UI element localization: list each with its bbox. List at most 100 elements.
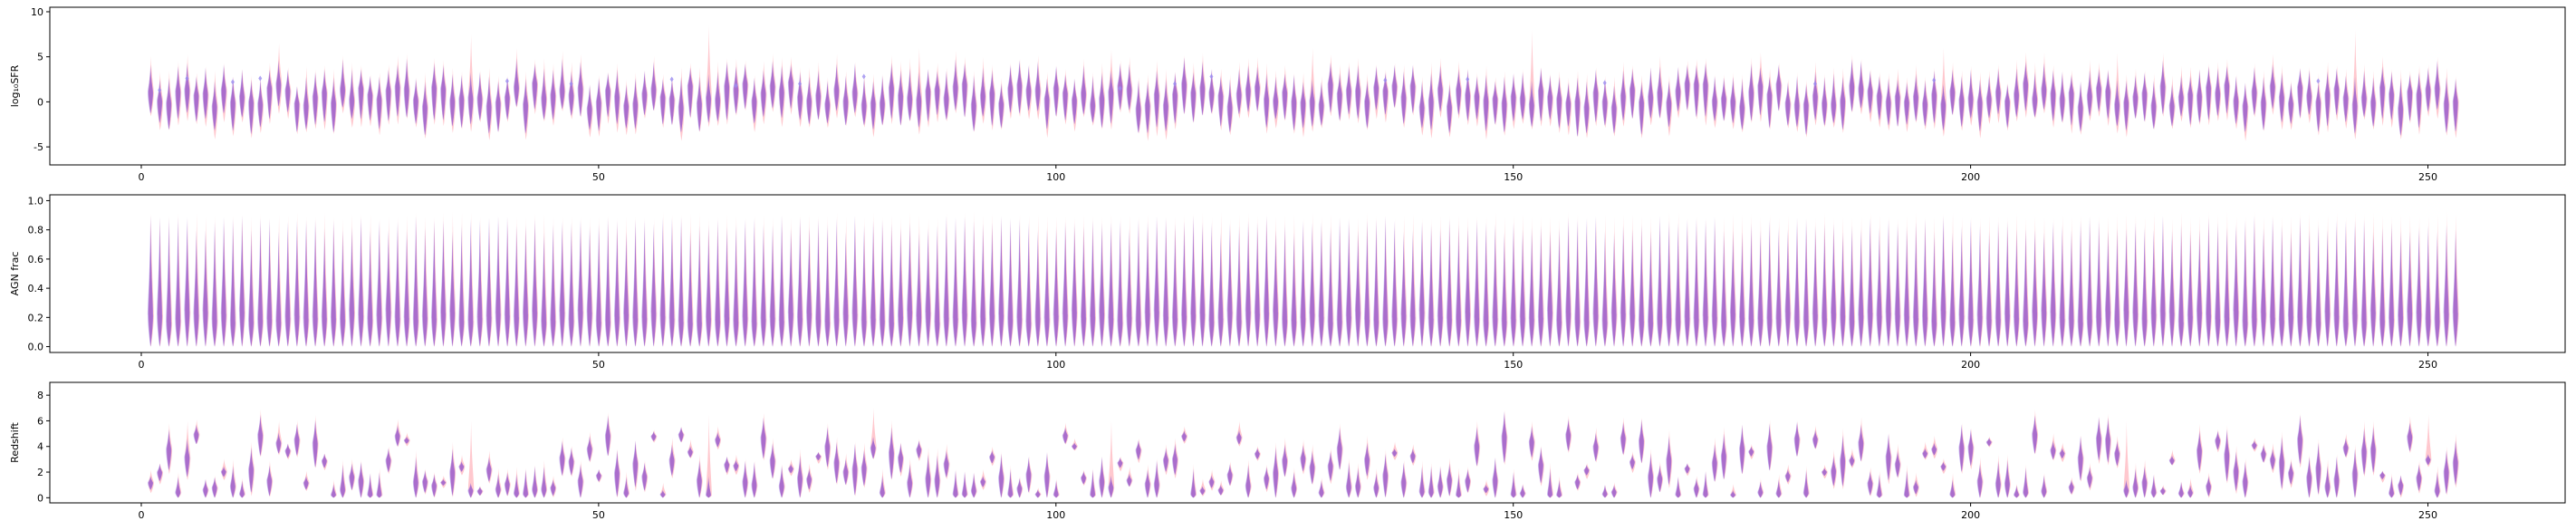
violin-0-244-overlap <box>2370 77 2376 127</box>
violin-1-44-overlap <box>542 232 547 347</box>
violin-0-32-overlap <box>432 63 437 121</box>
violin-1-177-overlap <box>1758 230 1764 347</box>
violin-0-233-overlap <box>2270 64 2275 110</box>
violin-2-8-overlap <box>212 477 217 498</box>
violin-0-236-overlap <box>2298 68 2302 119</box>
violin-1-121-overlap <box>1245 220 1251 347</box>
y-tick-label: 0.0 <box>28 342 44 353</box>
violin-0-67-overlap <box>752 77 757 124</box>
violin-1-202-overlap <box>1986 231 1992 347</box>
violin-1-242-overlap <box>2352 220 2358 347</box>
violin-1-7-overlap <box>203 229 208 347</box>
violin-0-218-overlap <box>2133 74 2139 119</box>
violin-1-125-overlap <box>1283 224 1287 347</box>
violin-2-47-overlap <box>569 448 574 476</box>
violin-2-161-overlap <box>1611 485 1617 498</box>
violin-2-245-overlap <box>2379 470 2385 479</box>
violin-1-60-overlap <box>687 231 693 347</box>
violin-1-5-overlap <box>185 217 190 347</box>
violin-0-133-overlap <box>1355 65 1360 120</box>
y-tick-label: 8 <box>37 390 43 401</box>
violin-1-224-overlap <box>2187 230 2193 347</box>
violin-1-172-overlap <box>1712 217 1717 347</box>
violin-2-173-overlap <box>1721 433 1726 480</box>
y-tick-label: 2 <box>37 467 43 478</box>
violin-1-229-overlap <box>2234 225 2239 347</box>
violin-2-102-overlap <box>1072 442 1077 450</box>
violin-1-18-overlap <box>303 219 309 347</box>
violin-0-118-overlap <box>1218 75 1224 127</box>
violin-0-150-overlap <box>1511 73 1516 122</box>
violin-2-176-overlap <box>1749 446 1754 457</box>
violin-1-213-overlap <box>2087 217 2092 347</box>
violin-2-106-overlap <box>1109 475 1114 498</box>
violin-0-146-overlap <box>1475 76 1480 121</box>
violin-2-214-overlap <box>2096 417 2101 461</box>
violin-0-27-overlap <box>386 69 391 121</box>
violin-0-69-overlap <box>770 61 775 109</box>
violin-0-122-overlap <box>1254 66 1260 111</box>
violin-2-123-overlap <box>1264 467 1269 490</box>
violin-0-161-overlap <box>1611 85 1617 134</box>
redshift-y-ticks: 0 2 4 6 8 <box>37 390 50 504</box>
violin-2-130-overlap <box>1328 450 1333 481</box>
violin-1-203-overlap <box>1995 221 2001 347</box>
violin-1-184-overlap <box>1821 224 1827 347</box>
marker-point-18 <box>2316 78 2321 84</box>
panel-agn-frac: 0 50 100 150 200 250 0.0 0.2 0.4 0.6 0.8 1.0 AGN f… <box>9 194 2566 371</box>
violin-0-98-overlap <box>1035 61 1041 111</box>
violin-2-15-overlap <box>276 432 282 454</box>
violin-0-184-overlap <box>1821 77 1827 126</box>
violin-1-243-overlap <box>2361 219 2367 347</box>
violin-2-24-overlap <box>359 461 364 498</box>
violin-1-40-overlap <box>505 217 510 347</box>
violin-0-112-overlap <box>1163 79 1168 131</box>
sfr-x-ticks: 0 50 100 150 200 250 <box>138 165 2437 183</box>
violin-1-186-overlap <box>1841 232 1845 347</box>
violin-1-34-overlap <box>450 231 456 347</box>
violin-1-165-overlap <box>1648 231 1653 347</box>
violin-0-166-overlap <box>1658 66 1662 119</box>
violin-2-6-overlap <box>194 425 199 445</box>
violin-2-62-a <box>706 414 712 498</box>
violin-0-3-overlap <box>167 78 171 130</box>
violin-1-210-overlap <box>2060 225 2065 347</box>
violin-1-216-overlap <box>2115 228 2119 347</box>
violin-0-139-overlap <box>1410 64 1416 113</box>
violin-2-205-overlap <box>2014 486 2019 498</box>
violin-0-13-overlap <box>258 78 263 128</box>
violin-1-20-overlap <box>322 228 327 347</box>
violin-2-31-overlap <box>422 470 428 494</box>
violin-1-159-overlap <box>1593 217 1599 347</box>
violin-1-194-overlap <box>1913 222 1918 347</box>
x-tick-label: 100 <box>1046 171 1065 183</box>
violin-2-79-overlap <box>861 449 867 487</box>
violin-1-241-overlap <box>2343 220 2349 347</box>
violin-1-107-overlap <box>1118 220 1123 347</box>
violin-1-205-overlap <box>2014 228 2019 347</box>
violin-0-12-overlap <box>249 79 254 134</box>
violin-2-84-overlap <box>908 464 912 498</box>
violin-0-42-overlap <box>524 78 528 134</box>
violin-1-79-overlap <box>861 225 867 347</box>
violin-0-84-overlap <box>908 68 912 121</box>
violin-1-99-overlap <box>1044 227 1050 347</box>
y-tick-label: 4 <box>37 441 43 453</box>
violin-1-61-overlap <box>697 225 702 347</box>
violin-0-211-overlap <box>2069 74 2074 126</box>
agn-axes-frame <box>49 194 2566 353</box>
violin-0-134-overlap <box>1365 81 1370 129</box>
violin-1-69-overlap <box>770 225 775 347</box>
violin-0-131-overlap <box>1337 73 1342 121</box>
violin-1-113-overlap <box>1172 224 1177 347</box>
violin-0-57-overlap <box>660 79 666 125</box>
violin-1-208-overlap <box>2042 232 2047 347</box>
violin-2-189-overlap <box>1868 471 1873 496</box>
violin-0-83-overlap <box>899 70 903 126</box>
violin-0-66-overlap <box>743 63 748 110</box>
violin-2-75-overlap <box>825 427 831 468</box>
violin-2-250-overlap <box>2426 454 2431 466</box>
violin-1-235-overlap <box>2288 232 2293 347</box>
violin-2-201-overlap <box>1977 464 1983 498</box>
violin-1-207-overlap <box>2033 229 2038 347</box>
